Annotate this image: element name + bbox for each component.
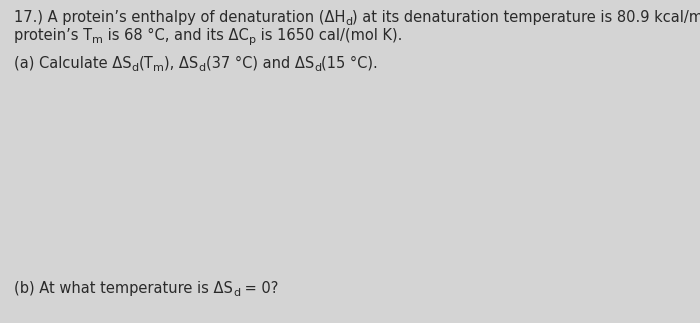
- Text: (a) Calculate ΔS: (a) Calculate ΔS: [14, 56, 132, 71]
- Text: is 1650 cal/(mol K).: is 1650 cal/(mol K).: [256, 28, 402, 43]
- Text: 17.) A protein’s enthalpy of denaturation (ΔH: 17.) A protein’s enthalpy of denaturatio…: [14, 10, 345, 25]
- Text: m: m: [92, 35, 103, 45]
- Text: d: d: [345, 17, 353, 27]
- Text: (b) At what temperature is ΔS: (b) At what temperature is ΔS: [14, 281, 233, 296]
- Text: (15 °C).: (15 °C).: [321, 56, 378, 71]
- Text: ) at its denaturation temperature is 80.9 kcal/mol. The: ) at its denaturation temperature is 80.…: [353, 10, 700, 25]
- Text: d: d: [199, 63, 206, 73]
- Text: d: d: [233, 288, 240, 298]
- Text: is 68 °C, and its ΔC: is 68 °C, and its ΔC: [103, 28, 248, 43]
- Text: p: p: [248, 35, 256, 45]
- Text: (T: (T: [139, 56, 153, 71]
- Text: = 0?: = 0?: [240, 281, 279, 296]
- Text: ), ΔS: ), ΔS: [164, 56, 199, 71]
- Text: m: m: [153, 63, 164, 73]
- Text: d: d: [314, 63, 321, 73]
- Text: protein’s T: protein’s T: [14, 28, 92, 43]
- Text: d: d: [132, 63, 139, 73]
- Text: (37 °C) and ΔS: (37 °C) and ΔS: [206, 56, 314, 71]
